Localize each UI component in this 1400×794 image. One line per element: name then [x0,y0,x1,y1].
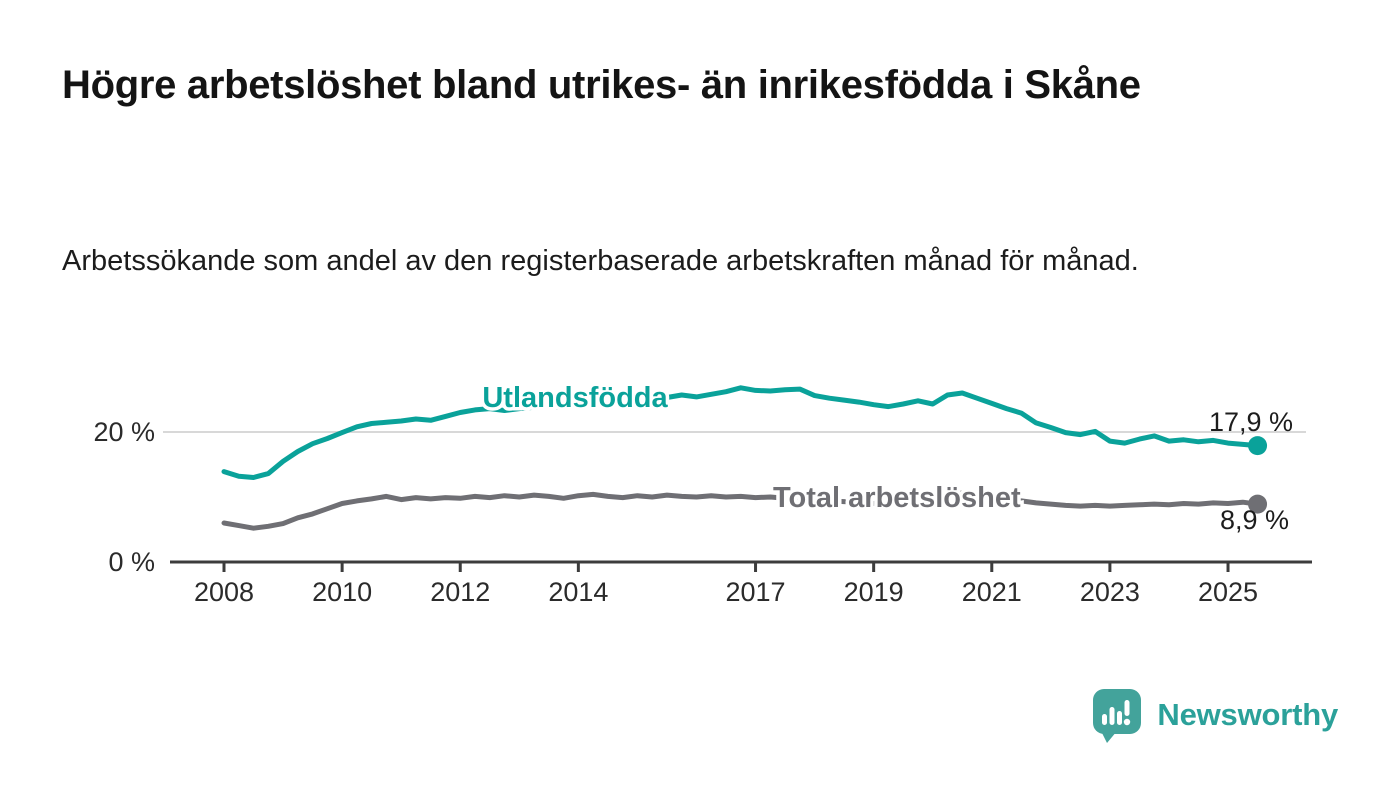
x-tick-label-2025: 2025 [1198,577,1258,607]
series-line-total [221,490,1260,531]
x-tick-label-2017: 2017 [726,577,786,607]
end-value-label-total: 8,9 % [1220,505,1289,535]
brand-name: Newsworthy [1157,697,1338,732]
page-title: Högre arbetslöshet bland utrikes- än inr… [62,63,1141,107]
x-tick-label-2012: 2012 [430,577,490,607]
x-tick-label-2010: 2010 [312,577,372,607]
series-line-utlandsfodda [221,385,1260,480]
brand-footer: Newsworthy [1088,686,1338,744]
x-tick-label-2023: 2023 [1080,577,1140,607]
end-dot-utlandsfodda [1248,436,1268,456]
y-tick-label-20: 20 % [93,417,155,447]
series-label-utlandsfodda: Utlandsfödda [482,382,668,414]
series-label-total: Total arbetslöshet [773,482,1021,514]
x-tick-label-2014: 2014 [548,577,608,607]
end-dot-total [1248,494,1268,514]
y-tick-label-0: 0 % [108,547,155,577]
newsworthy-logo-icon [1093,689,1142,743]
x-tick-label-2008: 2008 [194,577,254,607]
x-tick-label-2021: 2021 [962,577,1022,607]
chart-subtitle: Arbetssökande som andel av den registerb… [62,245,1139,277]
x-tick-label-2019: 2019 [844,577,904,607]
end-value-label-utlandsfodda: 17,9 % [1209,407,1293,437]
